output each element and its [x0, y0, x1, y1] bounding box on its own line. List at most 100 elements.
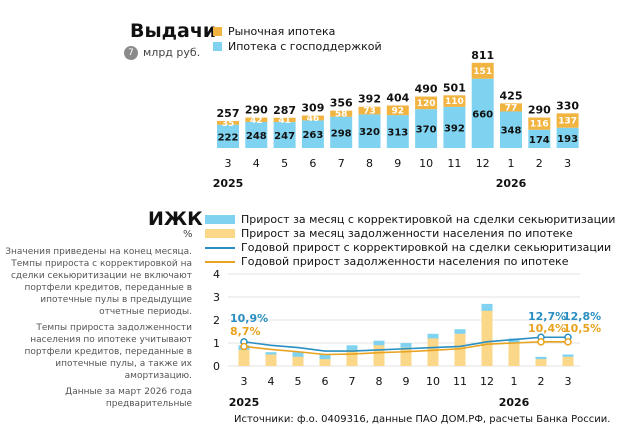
issuance-chart: 2223525732484229042474128752634630962985… [213, 49, 580, 190]
line-annual-adj [243, 336, 568, 352]
x-tick-label: 2 [536, 157, 543, 170]
label-state: 193 [557, 134, 578, 145]
bar-monthly-debt [535, 359, 547, 366]
y-tick-label: 1 [213, 337, 220, 350]
legend-market: Рыночная ипотека [213, 25, 335, 38]
legend-annual-adj-label: Годовой прирост с корректировкой на сдел… [241, 241, 612, 254]
legend-ijs-debt-swatch [205, 229, 235, 238]
y-tick-label: 0 [213, 360, 220, 373]
legend-annual-adj: Годовой прирост с корректировкой на сдел… [205, 241, 611, 254]
bar-monthly-debt [508, 343, 520, 366]
annotation-debt-feb: 10,4% [528, 322, 566, 335]
bar-market [415, 96, 438, 110]
bar-state [330, 116, 353, 148]
note-3: Данные за март 2026 года предварительные [65, 387, 192, 409]
bar-state [471, 78, 494, 148]
line-annual-debt-marker [564, 338, 572, 346]
x-tick-label: 9 [394, 157, 401, 170]
legend-state-label: Ипотека с господдержкой [228, 40, 382, 53]
x-tick-label: 3 [565, 375, 572, 388]
annotation-adj-mar: 12,8% [563, 310, 601, 323]
bar-state [358, 114, 381, 148]
label-total: 501 [443, 81, 466, 94]
legend-ijs-adj: Прирост за месяц с корректировкой на сде… [205, 213, 615, 226]
x-tick-label: 6 [322, 375, 329, 388]
note-1: Значения приведены на конец месяца. Темп… [5, 247, 192, 317]
legend-annual-debt: Годовой прирост задолженности населения … [205, 255, 569, 268]
x-tick-label: 3 [225, 157, 232, 170]
line-annual-debt-marker [240, 342, 248, 351]
ijs-unit: % [183, 229, 193, 240]
legend-ijs-debt: Прирост за месяц задолженности населения… [205, 227, 573, 240]
label-state: 320 [359, 127, 380, 138]
legend-annual-debt-label: Годовой прирост задолженности населения … [241, 255, 569, 268]
bar-market [358, 106, 381, 115]
line-annual-debt-marker [537, 338, 545, 346]
label-state: 298 [331, 128, 352, 139]
bar-monthly-debt [319, 359, 331, 366]
label-market: 77 [505, 103, 518, 113]
label-state: 660 [472, 109, 493, 120]
bar-market [471, 62, 494, 79]
bar-state [273, 122, 296, 148]
bar-monthly-debt [562, 356, 574, 366]
year-label: 2026 [499, 396, 530, 409]
legend-market-label: Рыночная ипотека [228, 25, 336, 38]
year-label: 2025 [213, 177, 244, 190]
legend-market-swatch [213, 27, 222, 36]
x-tick-label: 12 [476, 157, 490, 170]
annotation-debt-mar: 10,5% [563, 322, 601, 335]
label-market: 58 [335, 110, 348, 120]
x-tick-label: 5 [281, 157, 288, 170]
x-tick-label: 1 [511, 375, 518, 388]
label-total: 290 [528, 104, 551, 117]
label-total: 425 [500, 89, 523, 102]
annotation-debt-start: 8,7% [230, 325, 261, 338]
label-state: 392 [444, 123, 465, 134]
notes-block: Значения приведены на конец месяца. Темп… [2, 246, 192, 414]
label-market: 42 [250, 116, 263, 126]
label-state: 263 [302, 130, 323, 141]
bar-market [273, 117, 296, 123]
year-label: 2025 [229, 396, 260, 409]
label-market: 110 [445, 97, 464, 107]
x-tick-label: 3 [241, 375, 248, 388]
bar-monthly-debt [400, 347, 412, 366]
legend-ijs-adj-label: Прирост за месяц с корректировкой на сде… [241, 213, 616, 226]
unit-badge-icon: 7 [124, 45, 138, 60]
label-total: 330 [556, 99, 579, 112]
x-tick-label: 2 [538, 375, 545, 388]
bar-monthly-debt [346, 349, 358, 366]
bar-monthly-debt [292, 356, 304, 366]
bar-market [500, 103, 522, 112]
ijs-title: ИЖК [148, 208, 203, 230]
x-tick-label: 4 [253, 157, 260, 170]
label-total: 404 [386, 91, 409, 104]
bar-state [500, 111, 522, 148]
legend-ijs-adj-swatch [205, 215, 235, 224]
issuance-title: Выдачи [130, 20, 217, 42]
label-total: 356 [330, 97, 353, 110]
label-state: 248 [246, 131, 267, 142]
label-state: 174 [529, 135, 550, 146]
x-tick-label: 9 [403, 375, 410, 388]
bar-state [217, 124, 239, 148]
bar-state [443, 106, 466, 148]
year-label: 2026 [496, 177, 527, 190]
label-total: 490 [415, 83, 438, 96]
annotation-adj-feb: 12,7% [528, 310, 566, 323]
label-total: 287 [273, 104, 296, 117]
y-tick-label: 3 [213, 291, 220, 304]
label-market: 137 [558, 117, 577, 127]
bar-monthly-debt [454, 333, 466, 366]
label-market: 35 [222, 119, 235, 129]
x-tick-label: 1 [508, 157, 515, 170]
label-market: 151 [473, 67, 492, 77]
bar-state [415, 109, 438, 148]
bar-state [556, 127, 579, 148]
x-tick-label: 7 [349, 375, 356, 388]
bar-market [528, 117, 551, 130]
x-tick-label: 11 [447, 157, 461, 170]
source-note: Источники: ф.о. 0409316, данные ПАО ДОМ.… [234, 414, 611, 425]
x-tick-label: 11 [453, 375, 467, 388]
